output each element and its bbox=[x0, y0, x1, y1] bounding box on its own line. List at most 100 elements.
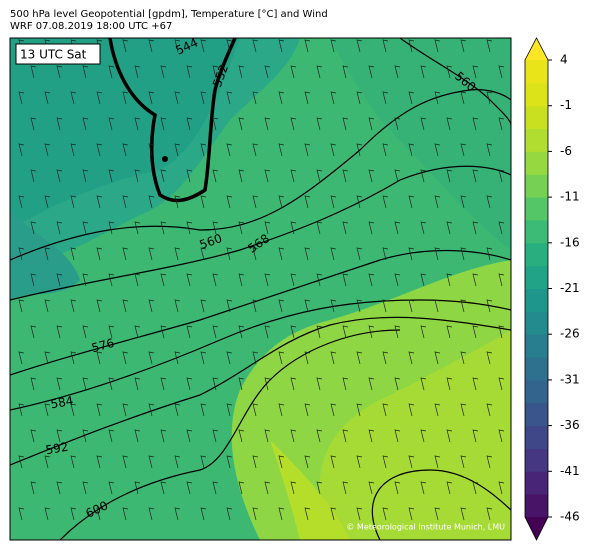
wind-barb bbox=[264, 221, 271, 235]
wind-barb bbox=[70, 299, 77, 313]
wind-barb bbox=[18, 195, 25, 209]
wind-barb bbox=[252, 143, 259, 157]
wind-barb bbox=[446, 325, 453, 339]
wind-barb bbox=[160, 273, 167, 287]
wind-barb bbox=[30, 169, 37, 183]
wind-barb bbox=[264, 429, 271, 443]
wind-barb bbox=[44, 403, 51, 417]
wind-barb bbox=[278, 143, 285, 157]
wind-barb bbox=[200, 351, 207, 365]
credit: © Meteorological Institute Munich, LMU bbox=[346, 523, 505, 532]
wind-barb bbox=[446, 221, 453, 235]
wind-barb bbox=[342, 117, 349, 131]
wind-barb bbox=[356, 195, 363, 209]
wind-barb bbox=[226, 455, 233, 469]
wind-barb bbox=[134, 429, 141, 443]
wind-barb bbox=[368, 65, 375, 79]
wind-barb bbox=[252, 247, 259, 261]
wind-barb bbox=[56, 481, 63, 495]
colorbar-tick-label: -31 bbox=[560, 372, 580, 386]
wind-barb bbox=[148, 299, 155, 313]
wind-barb bbox=[434, 143, 441, 157]
colorbar-band bbox=[525, 357, 548, 381]
wind-barb bbox=[304, 403, 311, 417]
wind-barb bbox=[212, 325, 219, 339]
colorbar-under bbox=[525, 517, 548, 540]
wind-barb bbox=[252, 403, 259, 417]
wind-barb bbox=[122, 507, 129, 521]
wind-barb bbox=[434, 455, 441, 469]
wind-barb bbox=[134, 169, 141, 183]
wind-barb bbox=[498, 273, 505, 287]
wind-barb bbox=[56, 221, 63, 235]
colorbar-band bbox=[525, 105, 548, 130]
wind-barb bbox=[394, 65, 401, 79]
wind-barb bbox=[200, 91, 207, 105]
colorbar-tick-label: -11 bbox=[560, 190, 580, 204]
wind-barb bbox=[382, 455, 389, 469]
wind-barb bbox=[108, 65, 115, 79]
wind-barb bbox=[394, 481, 401, 495]
wind-barb bbox=[486, 143, 493, 157]
wind-barb bbox=[122, 455, 129, 469]
wind-barb bbox=[278, 403, 285, 417]
wind-barb bbox=[226, 299, 233, 313]
contours bbox=[10, 38, 511, 540]
wind-barb bbox=[342, 221, 349, 235]
wind-barb bbox=[408, 143, 415, 157]
wind-barb bbox=[316, 169, 323, 183]
wind-barb bbox=[278, 247, 285, 261]
colorbar-tick-label: -36 bbox=[560, 418, 580, 432]
wind-barb bbox=[486, 91, 493, 105]
wind-barb bbox=[472, 273, 479, 287]
field bbox=[270, 440, 350, 540]
wind-barb bbox=[472, 325, 479, 339]
subtitle: WRF 07.08.2019 18:00 UTC +67 bbox=[10, 21, 172, 32]
wind-barb bbox=[460, 143, 467, 157]
wind-barb bbox=[134, 481, 141, 495]
wind-barb bbox=[472, 377, 479, 391]
wind-barbs bbox=[18, 39, 505, 521]
colorbar-band bbox=[525, 265, 548, 289]
wind-barb bbox=[356, 91, 363, 105]
wind-barb bbox=[356, 455, 363, 469]
wind-barb bbox=[200, 455, 207, 469]
wind-barb bbox=[252, 39, 259, 53]
colorbar-band bbox=[525, 311, 548, 335]
wind-barb bbox=[82, 429, 89, 443]
wind-barb bbox=[108, 169, 115, 183]
wind-barb bbox=[408, 299, 415, 313]
wind-barb bbox=[394, 377, 401, 391]
wind-barb bbox=[420, 117, 427, 131]
wind-barb bbox=[96, 455, 103, 469]
wind-barb bbox=[278, 455, 285, 469]
wind-barb bbox=[212, 273, 219, 287]
wind-barb bbox=[186, 169, 193, 183]
wind-barb bbox=[148, 351, 155, 365]
wind-barb bbox=[290, 481, 297, 495]
wind-barb bbox=[82, 117, 89, 131]
wind-barb bbox=[122, 143, 129, 157]
wind-barb bbox=[420, 429, 427, 443]
wind-barb bbox=[96, 195, 103, 209]
wind-barb bbox=[134, 117, 141, 131]
wind-barb bbox=[108, 325, 115, 339]
wind-barb bbox=[30, 221, 37, 235]
wind-barb bbox=[200, 39, 207, 53]
wind-barb bbox=[486, 195, 493, 209]
wind-barb bbox=[446, 65, 453, 79]
wind-barb bbox=[186, 221, 193, 235]
colorbar-band bbox=[525, 334, 548, 358]
wind-barb bbox=[382, 91, 389, 105]
wind-barb bbox=[186, 377, 193, 391]
wind-barb bbox=[408, 91, 415, 105]
wind-barb bbox=[290, 377, 297, 391]
wind-barb bbox=[122, 299, 129, 313]
wind-barb bbox=[342, 325, 349, 339]
contour-label: 576 bbox=[90, 336, 116, 355]
wind-barb bbox=[316, 377, 323, 391]
colorbar-tick-label: 4 bbox=[560, 53, 568, 67]
wind-barb bbox=[382, 403, 389, 417]
map-frame bbox=[9, 37, 512, 541]
wind-barb bbox=[330, 91, 337, 105]
